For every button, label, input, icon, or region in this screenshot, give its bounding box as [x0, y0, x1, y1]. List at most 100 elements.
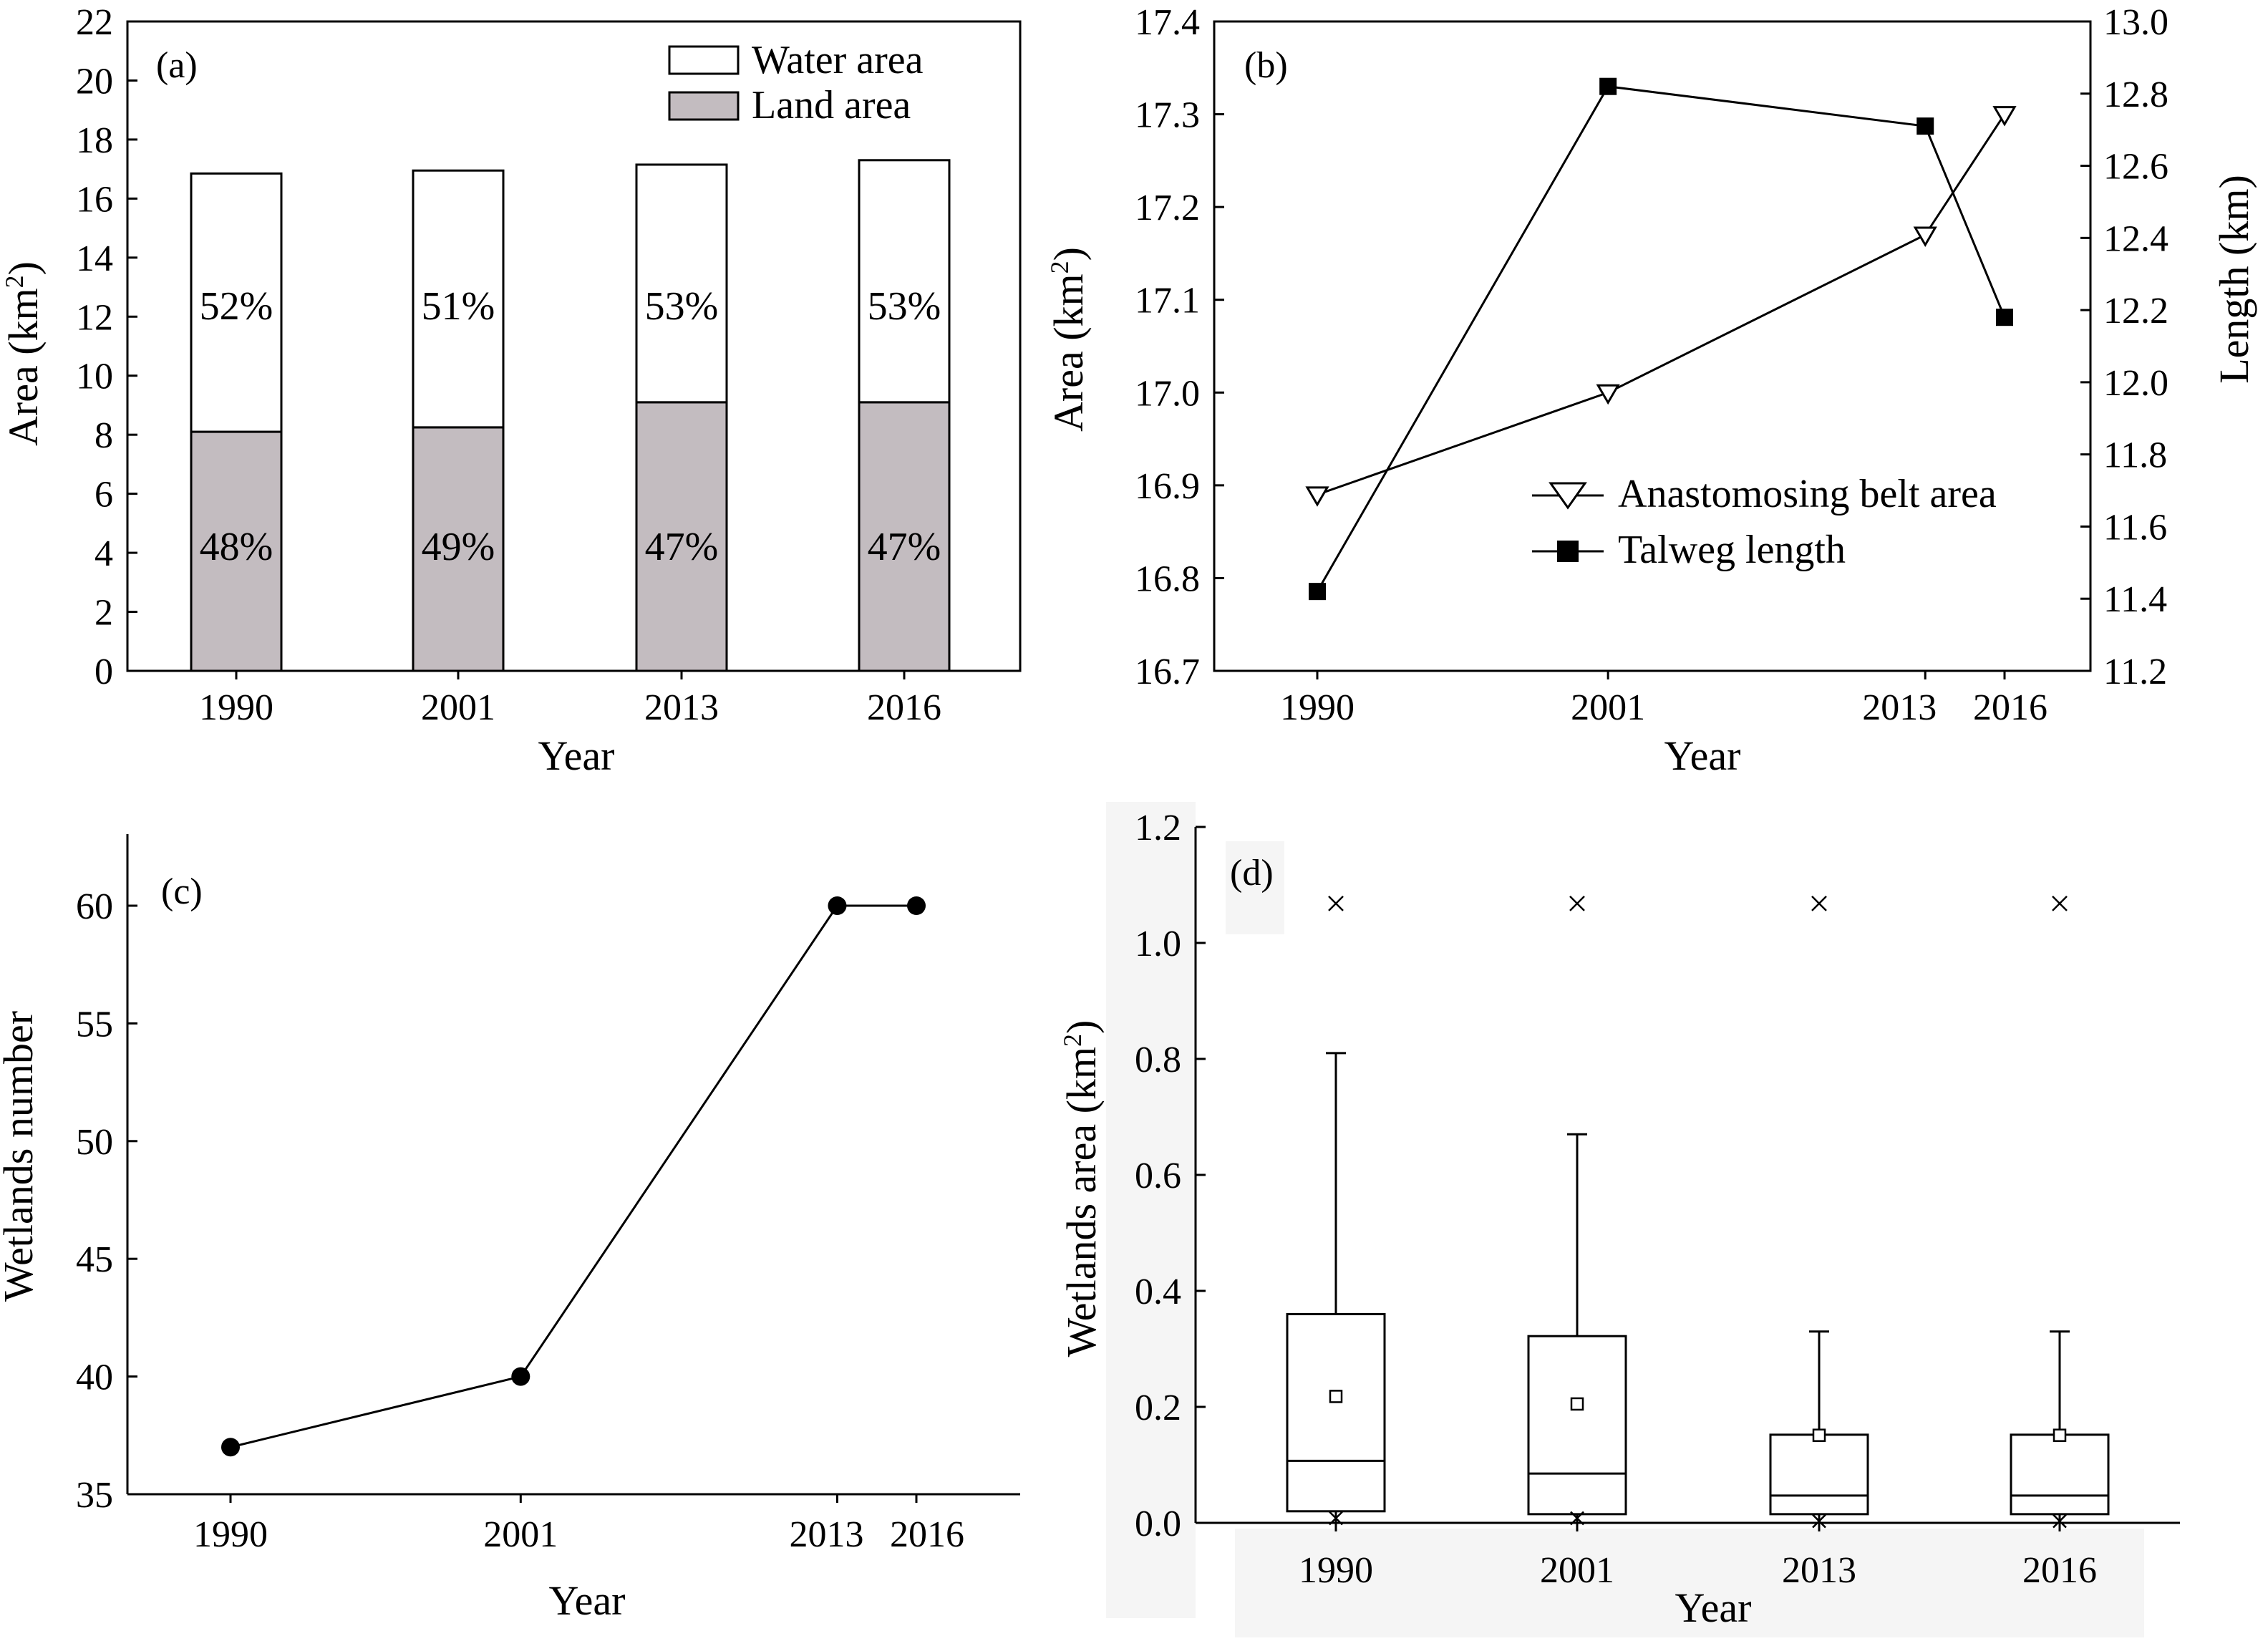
x-tick-label: 2001	[483, 1514, 558, 1555]
point-wetlands-2016	[907, 896, 926, 915]
panel-a-frame	[126, 20, 1022, 672]
y-tick-label: 45	[76, 1239, 113, 1280]
y-tick-label: 0.0	[1135, 1504, 1181, 1544]
y2-tick-label: 13.0	[2103, 2, 2168, 43]
y-tick-label: 12	[76, 297, 113, 338]
point-wetlands-2001	[511, 1367, 530, 1386]
y-tick-label: 35	[76, 1475, 113, 1516]
y2-tick-label: 11.8	[2103, 435, 2167, 476]
y2-tick-label: 12.0	[2103, 363, 2168, 404]
legend-marker-square	[1557, 541, 1579, 562]
x-tick-label: 2001	[1540, 1550, 1614, 1591]
y-tick-label: 0	[94, 652, 113, 692]
panel-d-plot: 0.0 0.2 0.4 0.6 0.8 1.0 1.2 1990 2001 2013 2016	[1135, 808, 2180, 1591]
box-2016	[2010, 1433, 2110, 1516]
legend-swatch-water	[668, 45, 740, 75]
legend-label-water: Water area	[752, 38, 924, 82]
y-tick-label: 17.3	[1135, 95, 1200, 136]
x-tick-label: 2016	[867, 687, 941, 728]
x-tick-label: 1990	[1280, 687, 1354, 728]
y2-tick-label: 12.8	[2103, 74, 2168, 115]
panel-d-label: (d)	[1230, 853, 1274, 894]
series-line-talweg	[1316, 85, 2006, 592]
panel-b-xlabel: Year	[1664, 732, 1741, 779]
panel-b-plot: 16.7 16.8 16.9 17.0 17.1 17.2 17.3 17.4 11.2 11.4…	[1135, 2, 2168, 728]
panel-c-ylabel: Wetlands number	[0, 1011, 42, 1302]
panel-d-shade-bottom	[1235, 1529, 2144, 1637]
x-tick-label: 2016	[1973, 687, 2048, 728]
y-tick-label: 2	[94, 593, 113, 634]
y-tick-label: 17.2	[1135, 188, 1200, 228]
y-tick-label: 40	[76, 1357, 113, 1398]
mean-marker-1990	[1329, 1390, 1343, 1403]
panel-b-label: (b)	[1244, 45, 1288, 86]
min-marker-1990	[1329, 1511, 1343, 1526]
y-tick-label: 16.8	[1135, 558, 1200, 599]
panel-a-ylabel: Area (km2)	[0, 261, 47, 446]
y-tick-label: 17.0	[1135, 373, 1200, 414]
y-tick-label: 6	[94, 475, 113, 515]
legend-label-land: Land area	[752, 83, 911, 127]
x-tick-label: 2013	[1782, 1550, 1856, 1591]
min-marker-2001	[1570, 1511, 1584, 1526]
bar-water-2001	[412, 169, 505, 429]
panel-a-plot: 48%52%199049%51%200147%53%201347%53%2016…	[76, 2, 1022, 728]
bar-label-land-2013: 47%	[645, 525, 719, 569]
series-line-wetlands	[230, 904, 916, 1448]
bar-label-land-2016: 47%	[868, 525, 941, 569]
legend-label-talweg: Talweg length	[1618, 528, 1846, 572]
point-talweg-2001	[1599, 77, 1617, 95]
bar-label-land-2001: 49%	[422, 525, 495, 569]
box-2001	[1527, 1335, 1627, 1516]
point-area-2016	[1992, 106, 2017, 127]
min-marker-2016	[2053, 1514, 2067, 1529]
y-tick-label: 4	[94, 533, 113, 574]
panel-b-ylabel: Area (km2)	[1045, 247, 1092, 432]
y-tick-label: 1.0	[1135, 924, 1181, 964]
panel-d-ylabel: Wetlands area (km2)	[1058, 1020, 1105, 1357]
panel-d-xlabel: Year	[1675, 1584, 1752, 1631]
point-talweg-1990	[1309, 583, 1326, 601]
legend-swatch-land	[668, 91, 740, 121]
y-tick-label: 8	[94, 415, 113, 456]
bar-label-water-2016: 53%	[868, 284, 941, 329]
x-tick-label: 1990	[1299, 1550, 1373, 1591]
bar-label-water-1990: 52%	[200, 284, 273, 329]
point-talweg-2013	[1916, 117, 1934, 135]
y-tick-label: 17.1	[1135, 281, 1200, 321]
y-tick-label: 22	[76, 2, 113, 43]
mean-marker-2016	[2053, 1428, 2067, 1442]
panel-c-label: (c)	[161, 871, 203, 912]
y2-tick-label: 12.6	[2103, 147, 2168, 188]
y-tick-label: 16.9	[1135, 466, 1200, 507]
panel-d-shade-left	[1106, 802, 1196, 1618]
bar-label-water-2013: 53%	[645, 284, 719, 329]
x-tick-label: 2001	[421, 687, 495, 728]
point-talweg-2016	[1996, 309, 2013, 326]
panel-d-shade-label	[1226, 841, 1284, 934]
bar-label-water-2001: 51%	[422, 284, 495, 329]
y-tick-label: 0.2	[1135, 1388, 1181, 1428]
bar-water-2016	[858, 159, 951, 404]
legend-label-area: Anastomosing belt area	[1618, 472, 1997, 516]
y-tick-label: 0.6	[1135, 1156, 1181, 1196]
x-tick-label: 1990	[199, 687, 273, 728]
max-marker-2001	[1569, 896, 1585, 911]
max-marker-1990	[1328, 896, 1344, 911]
mean-marker-2013	[1812, 1428, 1826, 1442]
y-tick-label: 0.4	[1135, 1272, 1181, 1312]
legend-marker-triangle	[1549, 482, 1587, 510]
y-tick-label: 60	[76, 886, 113, 927]
x-tick-label: 2016	[890, 1514, 964, 1555]
panel-c-plot: 35 40 45 50 55 60 1990 2001 2013 2016	[76, 834, 1020, 1555]
x-tick-label: 2013	[1862, 687, 1937, 728]
y-tick-label: 17.4	[1135, 2, 1200, 43]
panel-c: 35 40 45 50 55 60 1990 2001 2013 2016 (c) Year We…	[0, 834, 1020, 1624]
box-1990	[1286, 1312, 1386, 1513]
panel-a: 48%52%199049%51%200147%53%201347%53%2016…	[0, 2, 1022, 779]
y2-tick-label: 11.2	[2103, 652, 2167, 692]
x-tick-label: 1990	[193, 1514, 268, 1555]
min-marker-2013	[1812, 1514, 1826, 1529]
x-tick-label: 2001	[1571, 687, 1645, 728]
